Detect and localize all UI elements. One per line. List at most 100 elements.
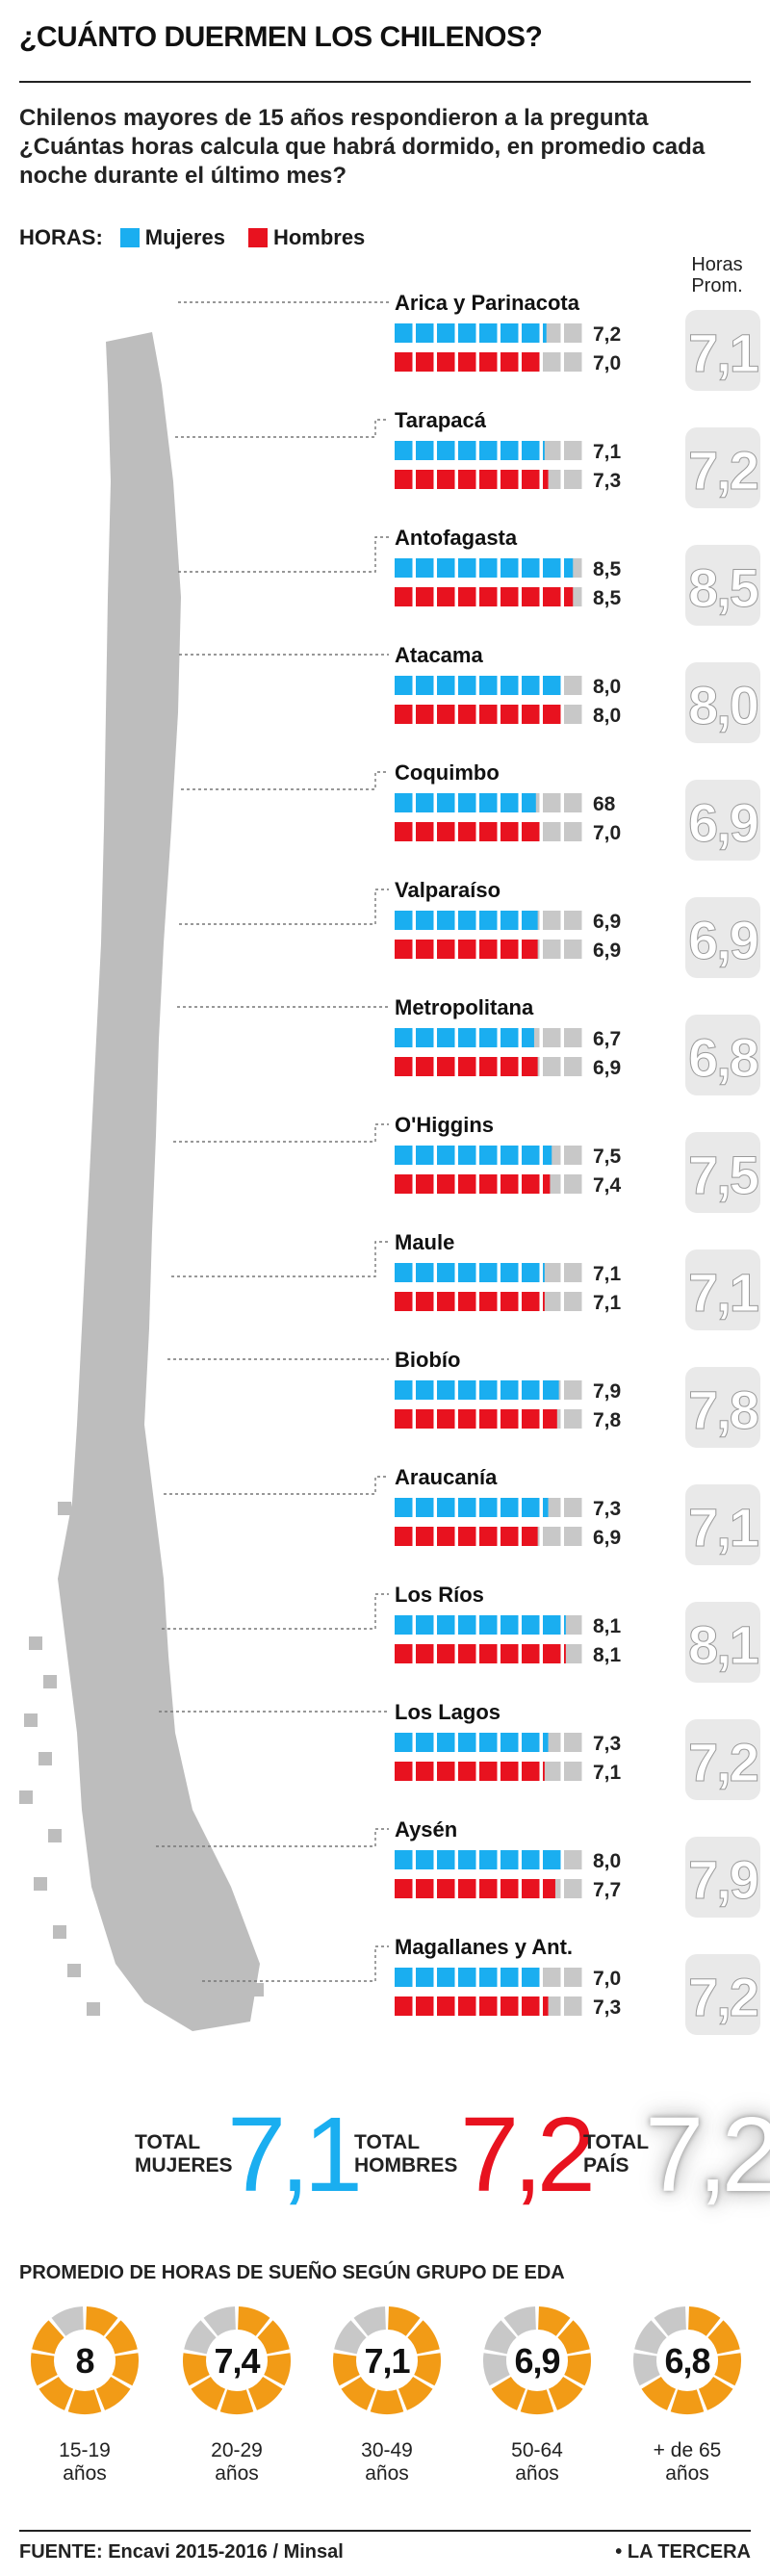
men-block xyxy=(522,1644,540,1663)
region-name: Atacama xyxy=(395,643,483,667)
men-block xyxy=(479,1409,498,1429)
donut-segment xyxy=(407,2320,440,2355)
average-badge-glow xyxy=(685,1837,760,1918)
men-block xyxy=(395,1292,413,1311)
women-block-empty xyxy=(543,323,561,343)
men-block xyxy=(500,822,519,841)
men-block xyxy=(437,822,455,841)
women-block xyxy=(500,441,519,460)
donut-value: 7,4 xyxy=(214,2341,260,2381)
region-row-arica-y-parinacota: Arica y Parinacota 7,2 7,0 7,1 xyxy=(178,291,760,391)
men-block-empty xyxy=(564,1644,582,1663)
region-row-maule: Maule 7,1 7,1 7,1 xyxy=(171,1230,760,1330)
women-block xyxy=(500,1263,519,1282)
women-block xyxy=(479,1498,498,1517)
page-title: ¿CUÁNTO DUERMEN LOS CHILENOS? xyxy=(19,21,543,53)
men-block xyxy=(395,822,413,841)
men-value: 6,9 xyxy=(593,1527,621,1549)
women-block xyxy=(522,1028,534,1047)
average-header: Horas Prom. xyxy=(674,254,760,296)
average-badge-glow xyxy=(685,310,760,391)
donut-segment xyxy=(483,2353,510,2386)
region-row-atacama: Atacama 8,0 8,0 8,0 xyxy=(179,643,760,743)
donut-segment xyxy=(414,2353,441,2386)
men-block xyxy=(437,1996,455,2016)
average-badge-glow xyxy=(685,1602,760,1683)
average-value: 7,8 xyxy=(688,1379,758,1440)
men-block xyxy=(416,470,434,489)
men-block xyxy=(479,1644,498,1663)
donut-value: 7,1 xyxy=(364,2341,410,2381)
men-block xyxy=(500,587,519,606)
women-block xyxy=(416,1968,434,1987)
women-block xyxy=(500,1850,519,1869)
women-value: 6,7 xyxy=(593,1028,621,1050)
donut-label: años xyxy=(665,2462,709,2485)
women-block xyxy=(522,1850,540,1869)
women-block xyxy=(500,793,519,812)
women-block xyxy=(416,1498,434,1517)
men-block xyxy=(522,1879,540,1898)
women-block xyxy=(479,1028,498,1047)
men-value: 7,3 xyxy=(593,1996,621,2019)
men-block xyxy=(458,1644,476,1663)
average-value: 7,2 xyxy=(688,1967,757,2027)
men-block xyxy=(543,1762,545,1781)
women-block xyxy=(479,1263,498,1282)
men-block xyxy=(522,1174,540,1194)
donut-segment xyxy=(633,2353,660,2386)
women-block xyxy=(458,1733,476,1752)
men-block-empty xyxy=(543,1057,561,1076)
women-block-empty xyxy=(564,1968,582,1987)
men-block xyxy=(479,1996,498,2016)
men-block xyxy=(416,822,434,841)
region-row-los-lagos: Los Lagos 7,3 7,1 7,2 xyxy=(159,1700,760,1800)
women-block xyxy=(437,1028,455,1047)
total-women-label-line-1: TOTAL xyxy=(135,2131,201,2153)
men-block xyxy=(479,470,498,489)
donut-segment xyxy=(183,2353,210,2386)
women-block xyxy=(543,1146,552,1165)
donut-segment xyxy=(353,2306,386,2336)
women-block xyxy=(437,441,455,460)
legend-item-men: Hombres xyxy=(247,225,365,250)
men-block xyxy=(416,1644,434,1663)
donut-segment xyxy=(564,2353,592,2386)
average-badge-glow xyxy=(685,662,760,743)
women-block-empty xyxy=(564,676,582,695)
men-value: 8,0 xyxy=(593,705,621,727)
donut-value: 6,9 xyxy=(514,2341,559,2381)
women-block xyxy=(522,911,538,930)
region-name: Metropolitana xyxy=(395,995,534,1019)
women-block xyxy=(458,323,476,343)
donut-segment xyxy=(67,2389,102,2414)
chile-map-shape xyxy=(58,332,260,2031)
women-block xyxy=(500,911,519,930)
region-row-metropolitana: Metropolitana 6,7 6,9 6,8 xyxy=(177,995,760,1095)
men-block xyxy=(522,822,540,841)
men-block xyxy=(543,1174,551,1194)
women-block xyxy=(395,1146,413,1165)
women-block xyxy=(458,676,476,695)
men-block xyxy=(458,1762,476,1781)
men-block xyxy=(416,705,434,724)
donut-segment xyxy=(51,2306,84,2336)
men-value: 7,7 xyxy=(593,1879,621,1901)
women-block-empty xyxy=(564,793,582,812)
average-header-line-1: Horas xyxy=(691,254,743,275)
donut-segment xyxy=(264,2353,291,2386)
men-value: 6,9 xyxy=(593,1057,621,1079)
women-block xyxy=(458,1498,476,1517)
women-block xyxy=(500,558,519,578)
total-men-label-line-1: TOTAL xyxy=(354,2131,421,2153)
donut-segment xyxy=(370,2389,404,2414)
women-block xyxy=(458,1146,476,1165)
women-block xyxy=(437,1263,455,1282)
women-block xyxy=(458,1850,476,1869)
men-block-empty xyxy=(564,940,582,959)
average-badge-glow xyxy=(685,1015,760,1095)
region-row-valparaiso: Valparaíso 6,9 6,9 6,9 xyxy=(179,878,760,978)
region-leader-line xyxy=(181,771,389,790)
average-badge-glow xyxy=(685,1719,760,1800)
